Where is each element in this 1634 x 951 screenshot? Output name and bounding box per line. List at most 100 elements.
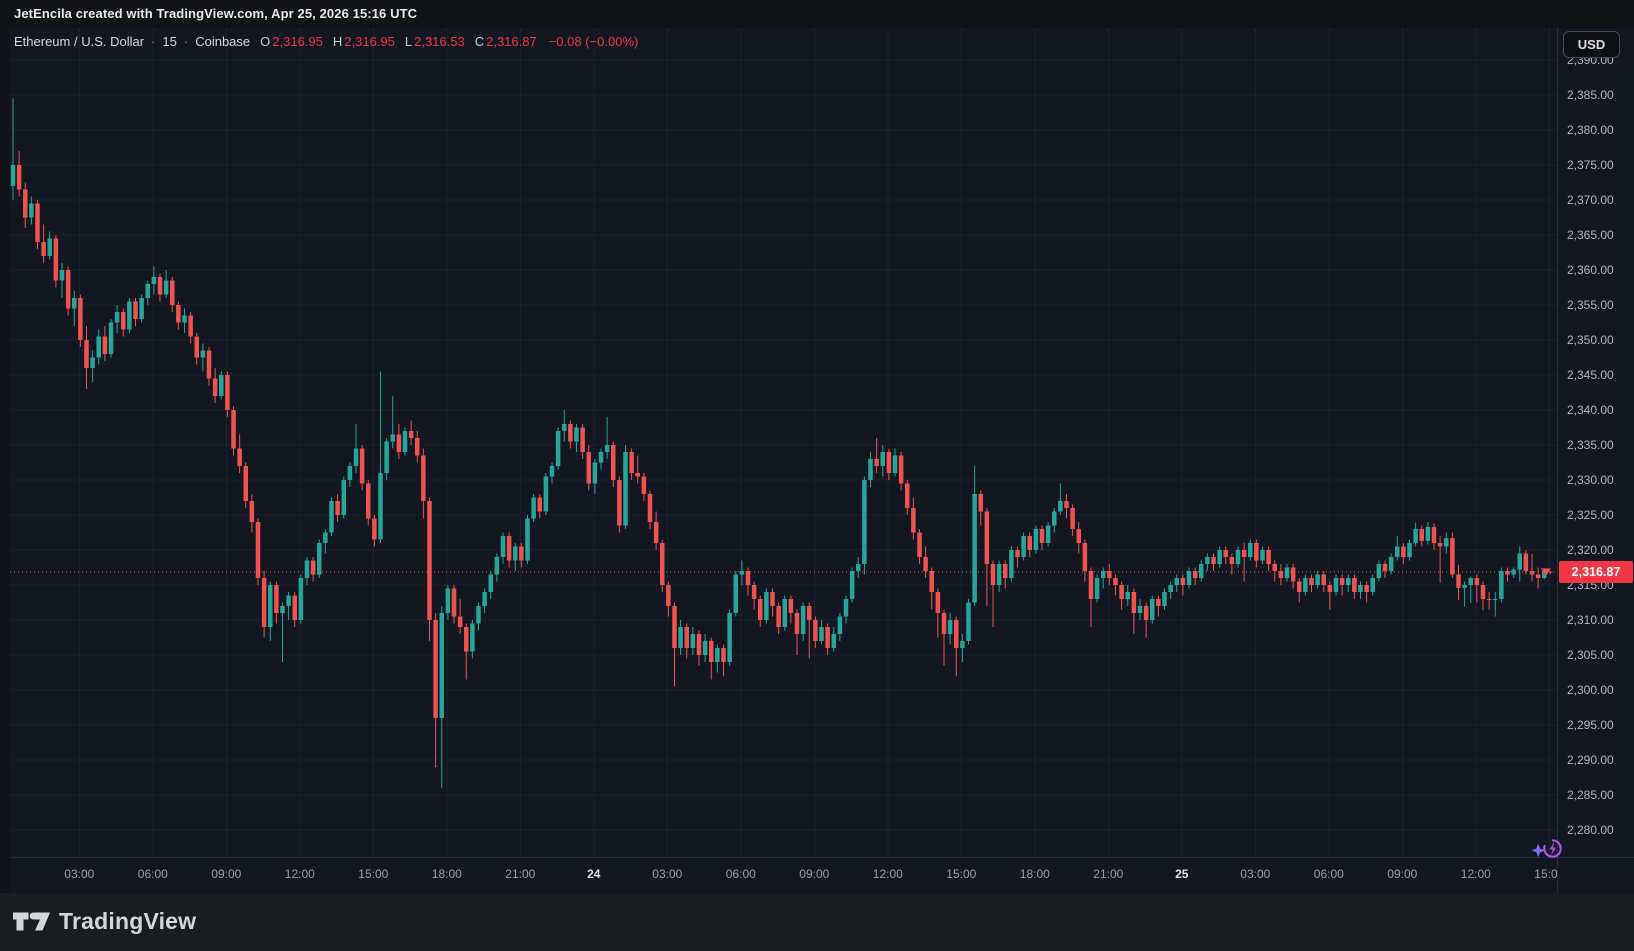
candle-up	[1045, 525, 1051, 543]
candle-up	[114, 312, 120, 323]
candle-up	[972, 494, 977, 603]
candle-down	[35, 203, 40, 242]
candle-down	[1474, 578, 1480, 585]
candle-down	[1088, 571, 1094, 599]
candle-up	[880, 452, 885, 466]
time-axis-label: 06:00	[137, 867, 168, 881]
candle-down	[917, 532, 922, 557]
candle-up	[1168, 585, 1173, 592]
candle-down	[653, 522, 659, 543]
candlestick-chart	[10, 28, 1557, 857]
axis-corner-divider	[1557, 858, 1558, 893]
candle-down	[1076, 529, 1081, 543]
candle-up	[1499, 571, 1504, 599]
bottom-bar: TradingView	[0, 893, 1634, 951]
legend-exchange[interactable]: Coinbase	[195, 34, 251, 49]
candle-down	[519, 546, 524, 561]
candle-down	[709, 641, 714, 662]
candle-down	[660, 543, 665, 585]
candle-up	[1162, 592, 1167, 606]
chart-canvas[interactable]: Ethereum / U.S. Dollar · 15 · Coinbase O…	[10, 28, 1557, 857]
candle-down	[586, 452, 591, 484]
candle-down	[1450, 538, 1455, 575]
candle-down	[176, 305, 181, 323]
candle-up	[843, 599, 849, 617]
candle-down	[206, 350, 212, 379]
candle-down	[978, 494, 983, 512]
candle-up	[592, 462, 598, 484]
legend-separator: ·	[151, 34, 156, 49]
currency-toggle-button[interactable]: USD	[1563, 31, 1620, 58]
candle-down	[457, 616, 463, 627]
price-scale[interactable]: 2,316.87 2,390.00 2,385.00 2,380.00 2,375.0…	[1557, 28, 1634, 857]
legend-close: C 2,316.87	[474, 34, 537, 49]
candle-up	[996, 564, 1002, 585]
candle-down	[255, 522, 261, 578]
candle-down	[1486, 599, 1492, 600]
candle-down	[788, 599, 794, 613]
candle-down	[335, 501, 340, 515]
candle-down	[807, 606, 812, 620]
candle-down	[1437, 543, 1443, 547]
tradingview-logo[interactable]: TradingView	[13, 908, 196, 935]
candle-up	[1101, 571, 1106, 578]
candle-up	[108, 322, 114, 354]
candle-down	[776, 606, 781, 627]
candle-down	[1015, 550, 1020, 557]
candle-up	[1094, 578, 1100, 599]
candle-down	[1039, 529, 1045, 543]
candles	[10, 98, 1553, 788]
candle-down	[1064, 501, 1069, 508]
candle-up	[623, 452, 628, 526]
candle-up	[1186, 571, 1192, 585]
price-axis-label: 2,340.00	[1567, 403, 1614, 417]
candle-down	[65, 270, 71, 309]
legend-open: O 2,316.95	[260, 34, 323, 49]
candle-down	[941, 613, 947, 634]
candle-down	[1480, 585, 1486, 599]
candle-down	[1119, 585, 1124, 599]
candle-up	[1260, 550, 1265, 561]
candle-up	[1033, 529, 1039, 550]
candle-down	[1266, 550, 1271, 564]
candle-down	[1382, 564, 1388, 571]
candle-down	[1241, 550, 1247, 557]
candle-up	[690, 634, 696, 648]
candle-up	[1413, 529, 1418, 543]
time-axis-day-label: 25	[1175, 867, 1189, 881]
candle-down	[292, 595, 297, 620]
candle-up	[280, 606, 285, 613]
time-axis-label: 18:00	[1019, 867, 1050, 881]
flash-circle	[1543, 839, 1562, 858]
candle-down	[1211, 557, 1216, 564]
candle-up	[1174, 578, 1179, 585]
candle-up	[1517, 553, 1522, 570]
time-axis-label: 21:00	[1093, 867, 1124, 881]
candle-up	[966, 602, 971, 641]
time-axis-label: 03:00	[652, 867, 683, 881]
candle-up	[72, 298, 77, 309]
candle-up	[555, 431, 561, 466]
legend-interval[interactable]: 15	[162, 34, 177, 49]
candle-down	[1290, 567, 1296, 582]
time-axis-label: 15:00	[946, 867, 977, 881]
candle-up	[353, 448, 359, 466]
price-axis-label: 2,350.00	[1567, 333, 1614, 347]
legend-symbol[interactable]: Ethereum / U.S. Dollar	[14, 34, 145, 49]
candle-up	[90, 357, 95, 368]
time-axis-label: 12:00	[872, 867, 903, 881]
candle-down	[1327, 585, 1333, 592]
candle-up	[139, 298, 144, 319]
candle-down	[16, 165, 22, 190]
legend-high: H 2,316.95	[332, 34, 395, 49]
candle-down	[929, 571, 934, 592]
candle-down	[170, 280, 175, 305]
candle-up	[482, 592, 487, 606]
candle-up	[856, 564, 861, 571]
candle-down	[1401, 546, 1406, 557]
time-axis-label: 06:00	[1313, 867, 1344, 881]
flash-boost-icon[interactable]	[1531, 835, 1564, 863]
time-scale[interactable]: 03:00 06:00 09:00 12:00 15:00 18:00 21:00 24 03:…	[10, 857, 1634, 893]
candle-down	[1529, 571, 1535, 575]
